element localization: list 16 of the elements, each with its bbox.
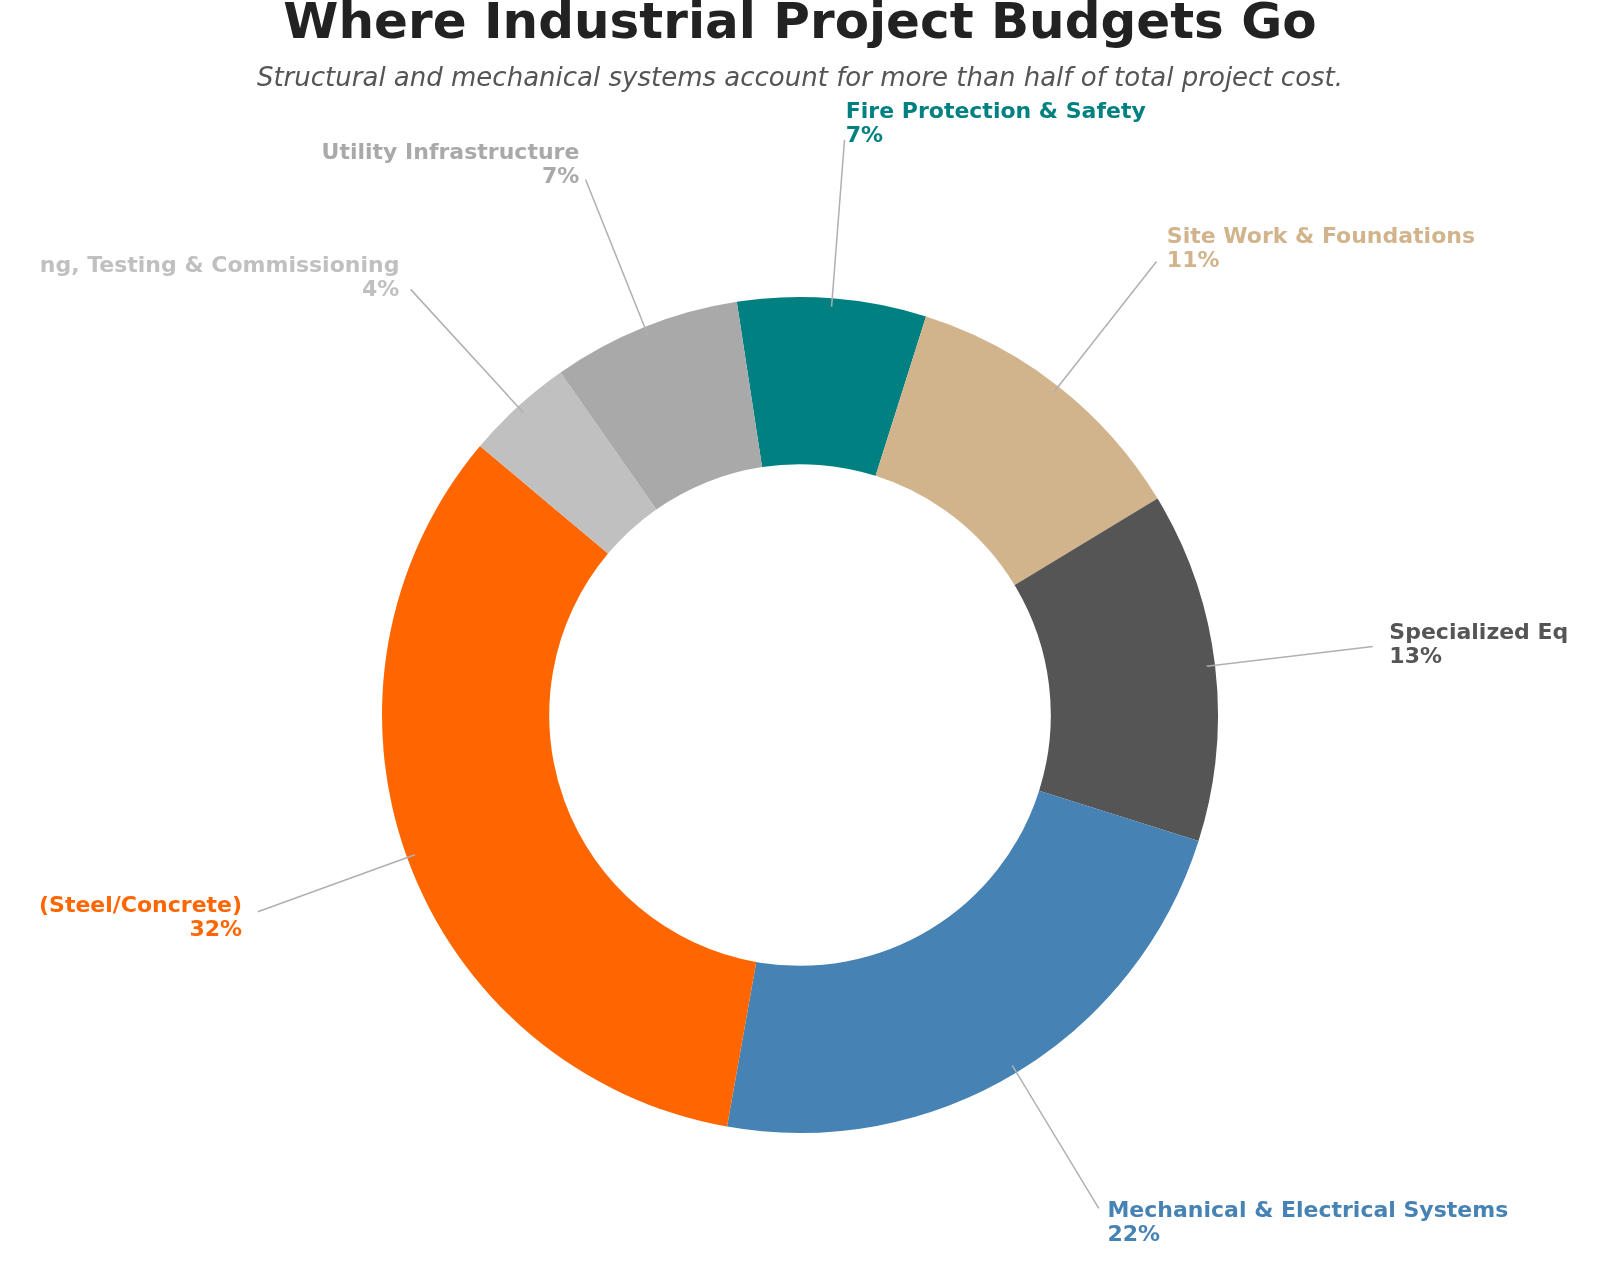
- chart-subtitle: Structural and mechanical systems account for more than half of total project cost.: [255, 62, 1345, 92]
- slice-label: Utility Infrastructure: [321, 138, 580, 164]
- data-label: 11%: [1166, 247, 1220, 273]
- data-label: 7%: [541, 162, 580, 188]
- slice-label: Site Work & Foundations: [1166, 223, 1476, 249]
- chart-title: Where Industrial Project Budgets Go: [282, 0, 1318, 50]
- data-label: 22%: [1107, 1221, 1161, 1247]
- slice-label: Fire Protection & Safety: [845, 97, 1146, 123]
- data-label: 13%: [1389, 643, 1443, 669]
- slice-label: ng, Testing & Commissioning: [39, 251, 400, 277]
- slice-label: Mechanical & Electrical Systems: [1107, 1197, 1509, 1223]
- slice-label: Specialized Eq: [1389, 619, 1569, 645]
- slice-label: (Steel/Concrete): [39, 892, 243, 918]
- data-label: 7%: [845, 121, 884, 147]
- data-label: 32%: [189, 916, 243, 942]
- data-label: 4%: [362, 275, 400, 301]
